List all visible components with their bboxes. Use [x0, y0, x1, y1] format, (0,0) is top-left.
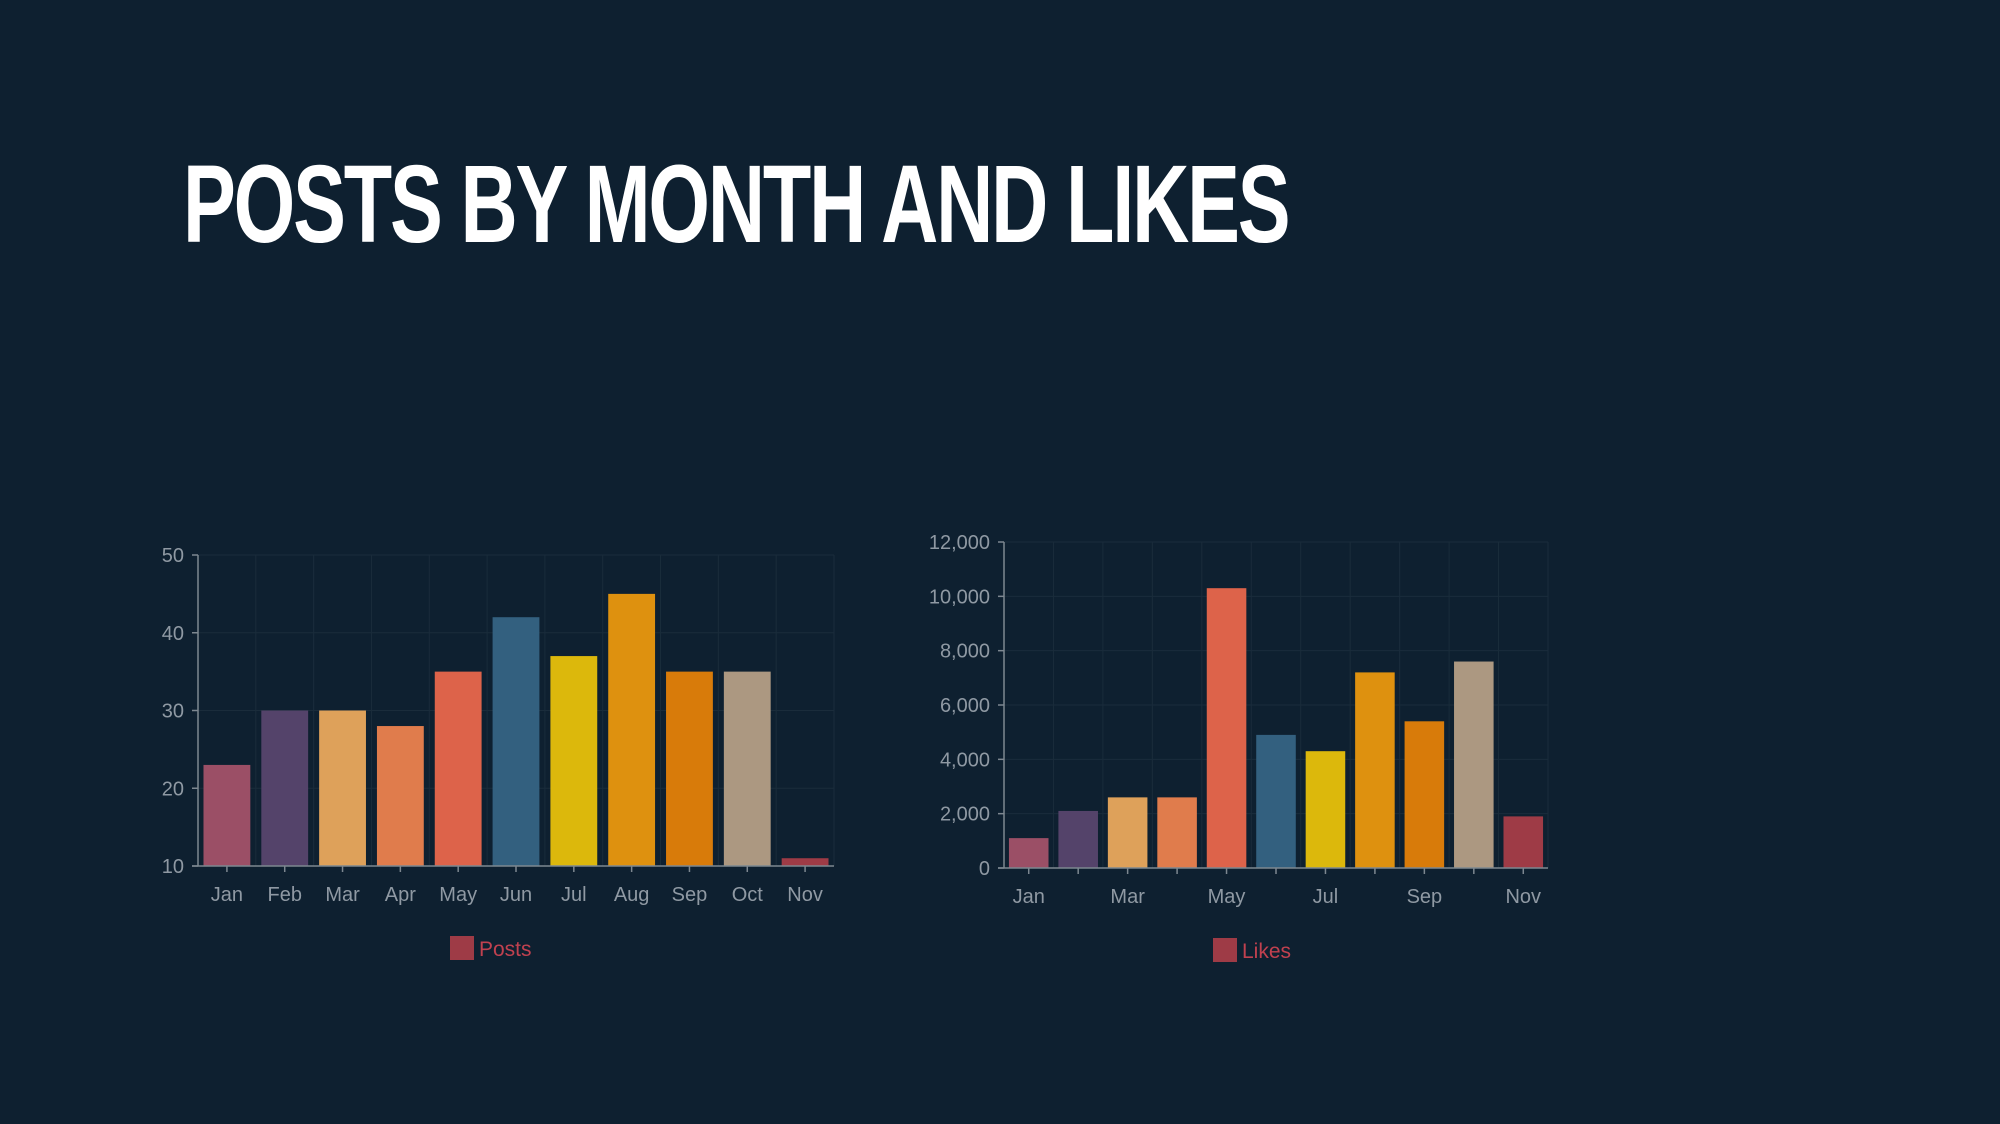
x-tick-label: Aug	[614, 884, 650, 906]
y-tick-label: 6,000	[940, 695, 990, 717]
y-tick-label: 2,000	[940, 804, 990, 826]
x-tick-label: Nov	[787, 884, 823, 906]
bar-nov	[1503, 816, 1544, 868]
x-tick-label: Sep	[672, 884, 708, 906]
legend-swatch	[1213, 938, 1237, 962]
x-tick-label: Mar	[1110, 886, 1145, 908]
x-tick-label: Jan	[211, 884, 243, 906]
x-tick-label: Mar	[325, 884, 360, 906]
x-tick-label: Sep	[1407, 886, 1443, 908]
legend-label: Posts	[479, 938, 532, 961]
y-tick-label: 4,000	[940, 749, 990, 771]
bar-apr	[1157, 797, 1197, 868]
y-tick-label: 12,000	[929, 532, 990, 554]
x-tick-label: Apr	[385, 884, 416, 906]
bar-aug	[1355, 672, 1395, 868]
bar-aug	[608, 593, 656, 866]
legend: Likes	[1213, 938, 1291, 963]
x-tick-label: Jul	[1313, 886, 1339, 908]
bar-nov	[781, 858, 829, 866]
bar-feb	[1058, 810, 1098, 868]
bar-mar	[319, 710, 366, 866]
y-tick-label: 40	[162, 623, 184, 645]
bar-oct	[723, 671, 771, 866]
y-tick-label: 10,000	[929, 586, 990, 608]
y-tick-label: 10	[162, 856, 184, 878]
bar-jun	[492, 617, 540, 866]
y-tick-label: 30	[162, 701, 184, 723]
y-tick-label: 20	[162, 778, 184, 800]
x-tick-label: Oct	[732, 884, 764, 906]
bar-sep	[1404, 721, 1445, 868]
x-tick-label: May	[439, 884, 477, 906]
bar-jul	[1305, 751, 1346, 868]
bar-oct	[1454, 661, 1494, 868]
x-tick-label: Jan	[1013, 886, 1045, 908]
bar-sep	[666, 671, 713, 866]
bar-jan	[203, 764, 251, 866]
y-tick-label: 0	[979, 858, 990, 880]
x-tick-label: Nov	[1505, 886, 1541, 908]
bar-may	[434, 671, 482, 866]
x-tick-label: May	[1208, 886, 1246, 908]
x-tick-label: Feb	[267, 884, 301, 906]
bars	[203, 593, 829, 866]
legend-label: Likes	[1242, 940, 1291, 963]
bar-apr	[376, 726, 424, 866]
legend-swatch	[450, 936, 474, 960]
y-tick-label: 50	[162, 545, 184, 567]
x-tick-label: Jun	[500, 884, 532, 906]
legend: Posts	[450, 936, 532, 961]
y-tick-label: 8,000	[940, 641, 990, 663]
bars	[1008, 588, 1544, 868]
bar-jul	[550, 656, 598, 866]
bar-feb	[261, 710, 309, 866]
bar-jan	[1008, 838, 1049, 868]
x-tick-label: Jul	[561, 884, 587, 906]
bar-mar	[1107, 797, 1148, 868]
slide-title: POSTS BY MONTH AND LIKES	[183, 143, 1291, 266]
bar-jun	[1256, 734, 1296, 868]
bar-may	[1206, 588, 1247, 868]
